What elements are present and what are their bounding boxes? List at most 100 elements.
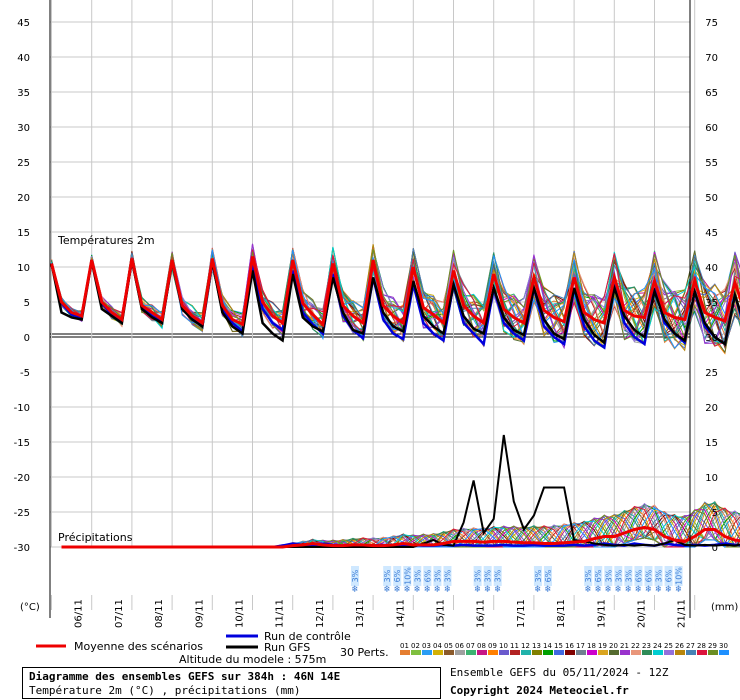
snowflake-icon: ❄	[625, 584, 632, 595]
pert-number: 29	[708, 642, 717, 650]
pert-color-swatch	[642, 650, 652, 655]
pert-color-swatch	[554, 650, 564, 655]
snowflake-icon: ❄	[394, 584, 401, 595]
x-tick-label: 21/11	[677, 599, 688, 628]
right-tick-label: 35	[705, 298, 718, 309]
right-tick-label: 40	[705, 263, 718, 274]
snowflake-icon: ❄	[434, 584, 441, 595]
pert-number: 25	[664, 642, 673, 650]
x-tick-label: 06/11	[74, 599, 85, 628]
snowflake-icon: ❄	[475, 584, 482, 595]
snowflake-icon: ❄	[495, 584, 502, 595]
left-tick-label: -25	[14, 508, 30, 519]
snow-marker-box	[483, 566, 492, 586]
snow-pct-label: 3%	[484, 569, 493, 582]
pert-color-swatch	[477, 650, 487, 655]
snow-pct-label: 3%	[494, 569, 503, 582]
main-series	[50, 256, 740, 549]
pert-color-swatch	[686, 650, 696, 655]
snow-pct-label: 3%	[624, 569, 633, 582]
right-tick-label: 10	[705, 473, 718, 484]
snow-pct-label: 10%	[675, 567, 684, 585]
left-tick-label: -10	[14, 403, 30, 414]
right-tick-label: 55	[705, 158, 718, 169]
pert-color-swatch	[587, 650, 597, 655]
pert-number: 21	[620, 642, 629, 650]
pert-number: 17	[576, 642, 585, 650]
mean-precip-line	[61, 525, 740, 549]
snow-marker-box	[594, 566, 603, 586]
x-tick-label: 09/11	[194, 599, 205, 628]
pert-color-swatch	[719, 650, 729, 655]
x-tick-label: 11/11	[275, 599, 286, 628]
left-tick-label: -30	[14, 543, 30, 554]
x-tick-label: 19/11	[596, 599, 607, 628]
snow-pct-label: 6%	[393, 569, 402, 582]
snowflake-icon: ❄	[545, 584, 552, 595]
pert-number: 03	[422, 642, 431, 650]
left-tick-label: 30	[17, 123, 30, 134]
pert-number: 05	[444, 642, 453, 650]
left-tick-label: -5	[20, 368, 30, 379]
right-tick-label: 70	[705, 53, 718, 64]
pert-color-swatch	[543, 650, 553, 655]
snow-marker-box	[493, 566, 502, 586]
x-tick-label: 08/11	[154, 599, 165, 628]
pert-color-swatch	[697, 650, 707, 655]
left-unit-label: (°C)	[20, 602, 40, 613]
snow-marker-box	[473, 566, 482, 586]
pert-color-swatch	[499, 650, 509, 655]
copyright: Copyright 2024 Meteociel.fr	[450, 684, 629, 697]
pert-color-swatch	[653, 650, 663, 655]
snowflake-icon: ❄	[585, 584, 592, 595]
snowflake-icon: ❄	[666, 584, 673, 595]
right-tick-label: 5	[712, 508, 718, 519]
precipitation-section-label: Précipitations	[58, 531, 133, 544]
snow-pct-label: 3%	[474, 569, 483, 582]
legend: Moyenne des scénarios Run de contrôleRun …	[36, 630, 729, 666]
right-tick-label: 25	[705, 368, 718, 379]
snow-pct-label: 3%	[413, 569, 422, 582]
x-tick-label: 20/11	[636, 599, 647, 628]
snowflake-icon: ❄	[352, 584, 359, 595]
run-info: Ensemble GEFS du 05/11/2024 - 12Z	[450, 666, 669, 679]
pert-number: 26	[675, 642, 684, 650]
right-tick-label: 30	[705, 333, 718, 344]
pert-number: 13	[532, 642, 541, 650]
snow-pct-label: 6%	[665, 569, 674, 582]
snow-marker-box	[654, 566, 663, 586]
pert-color-swatch	[631, 650, 641, 655]
snowflake-icon: ❄	[595, 584, 602, 595]
pert-number: 23	[642, 642, 651, 650]
pert-color-swatch	[675, 650, 685, 655]
snow-marker-box	[351, 566, 360, 586]
pert-number: 04	[433, 642, 442, 650]
pert-color-swatch	[620, 650, 630, 655]
pert-number: 16	[565, 642, 574, 650]
pert-color-swatch	[598, 650, 608, 655]
pert-color-swatch	[488, 650, 498, 655]
right-tick-label: 65	[705, 88, 718, 99]
snow-marker-box	[604, 566, 613, 586]
right-tick-label: 45	[705, 228, 718, 239]
right-tick-label: 50	[705, 193, 718, 204]
pert-number: 09	[488, 642, 497, 650]
snow-pct-label: 6%	[644, 569, 653, 582]
snow-pct-label: 3%	[383, 569, 392, 582]
x-tick-label: 10/11	[234, 599, 245, 628]
snow-pct-label: 3%	[655, 569, 664, 582]
legend-gfs-label: Run GFS	[264, 641, 310, 654]
pert-color-swatch	[422, 650, 432, 655]
snow-pct-label: 6%	[594, 569, 603, 582]
snow-pct-label: 3%	[604, 569, 613, 582]
snowflake-icon: ❄	[424, 584, 431, 595]
left-tick-label: 15	[17, 228, 30, 239]
x-tick-label: 18/11	[556, 599, 567, 628]
pert-color-swatch	[521, 650, 531, 655]
pert-number: 01	[400, 642, 409, 650]
x-tick-label: 12/11	[315, 599, 326, 628]
pert-color-swatch	[609, 650, 619, 655]
pert-number: 11	[510, 642, 519, 650]
legend-mean-label: Moyenne des scénarios	[74, 640, 203, 653]
